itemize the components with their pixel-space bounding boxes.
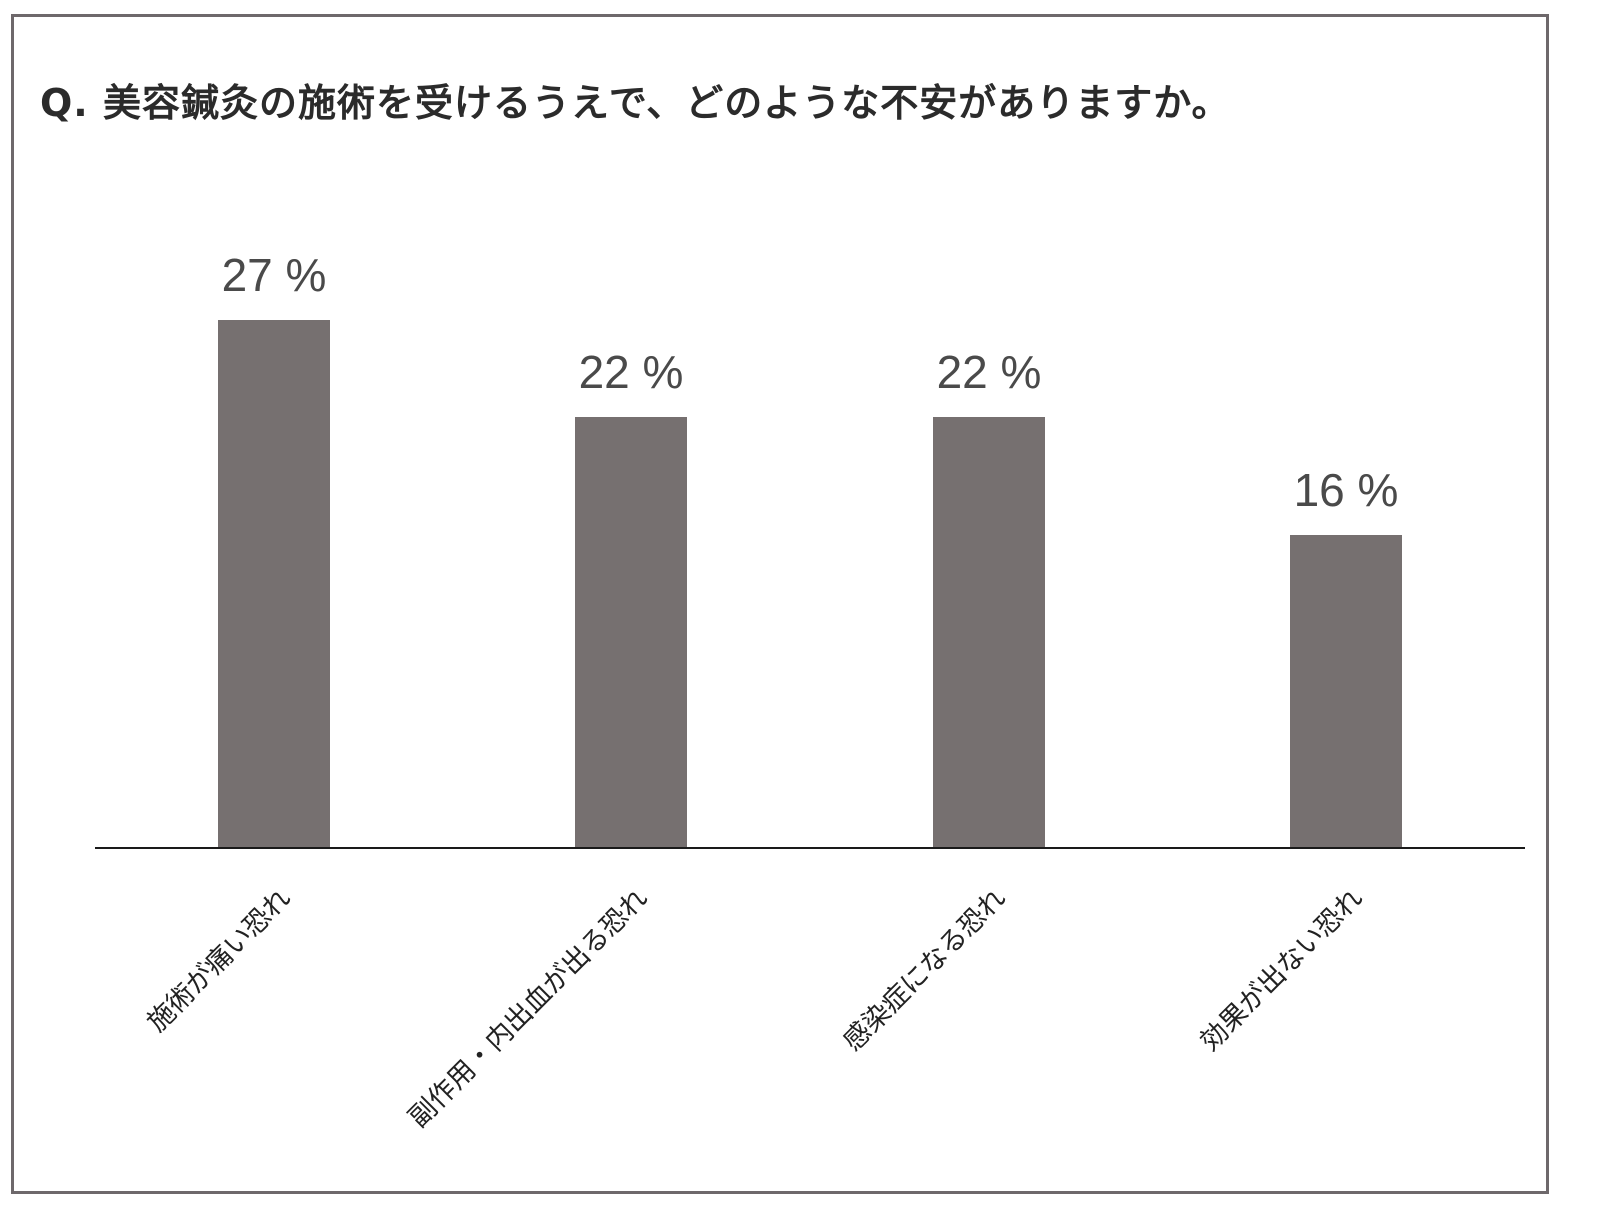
category-label-1: 施術が痛い恐れ <box>141 882 298 1039</box>
bar-2-value-label: 22 % <box>578 346 684 398</box>
bar-2 <box>575 417 687 848</box>
category-label-4: 効果が出ない恐れ <box>1194 882 1370 1058</box>
bar-4 <box>1290 535 1402 848</box>
bar-1-value-label: 27 % <box>221 249 327 301</box>
category-label-3: 感染症になる恐れ <box>837 882 1013 1058</box>
x-axis-baseline <box>95 847 1525 849</box>
bar-3-value-label: 22 % <box>936 346 1042 398</box>
bar-4-value-label: 16 % <box>1293 464 1399 516</box>
chart-title: Q. 美容鍼灸の施術を受けるうえで、どのような不安がありますか。 <box>40 81 1231 125</box>
category-label-2: 副作用・内出血が出る恐れ <box>403 882 655 1134</box>
bar-1 <box>218 320 330 848</box>
bar-3 <box>933 417 1045 848</box>
